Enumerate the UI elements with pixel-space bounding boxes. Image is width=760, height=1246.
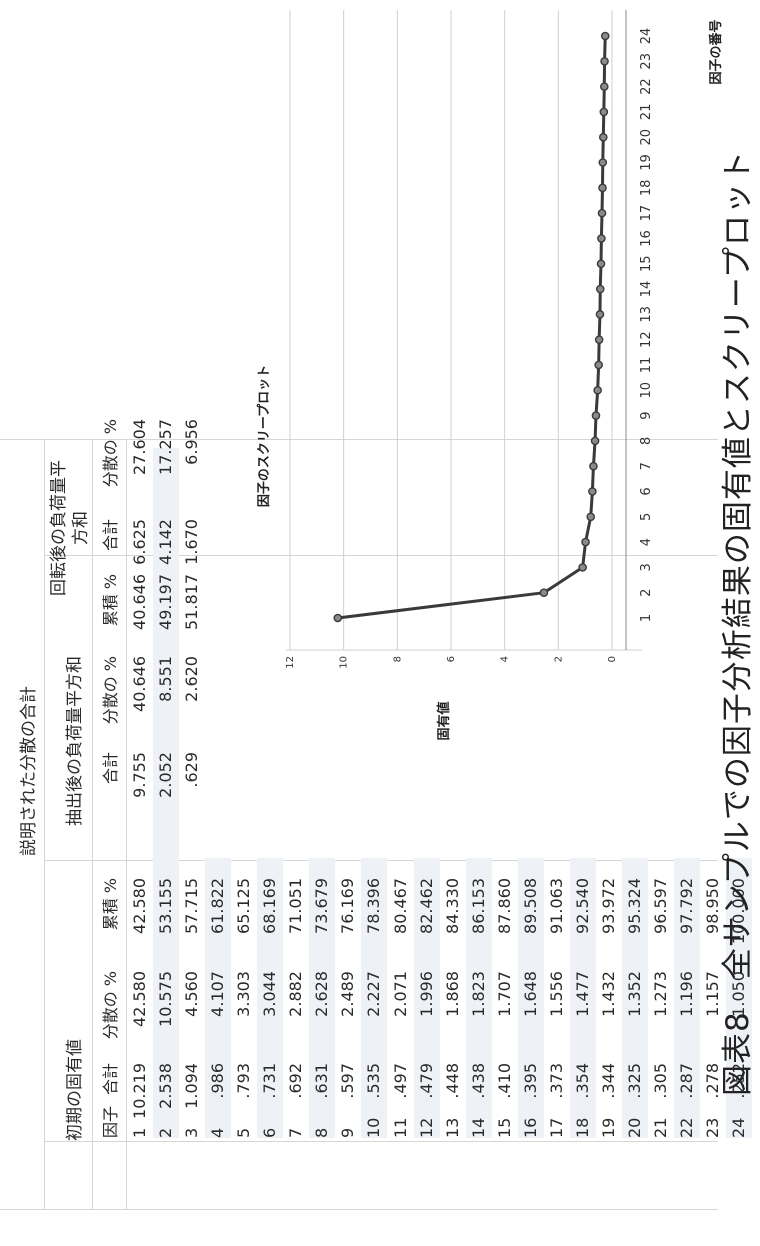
y-tick-label: 4 xyxy=(500,656,511,662)
scree-point xyxy=(539,588,549,597)
scree-point xyxy=(598,158,608,167)
x-tick-label: 18 xyxy=(639,180,654,197)
scree-point xyxy=(588,487,597,496)
x-tick-label: 10 xyxy=(639,382,654,399)
x-tick-label: 8 xyxy=(639,437,654,445)
x-tick-label: 7 xyxy=(639,462,654,470)
x-tick-label: 6 xyxy=(639,487,654,495)
x-tick-label: 13 xyxy=(639,306,654,323)
x-axis-label: 因子の番号 xyxy=(708,19,724,84)
scree-line xyxy=(337,35,607,620)
scree-point xyxy=(599,82,609,91)
x-tick-label: 2 xyxy=(639,589,654,597)
scree-point xyxy=(598,183,607,193)
scree-point xyxy=(594,360,603,370)
x-tick-label: 19 xyxy=(639,154,654,171)
x-tick-label: 3 xyxy=(639,563,654,571)
x-tick-label: 24 xyxy=(639,28,654,45)
scree-point xyxy=(600,57,609,66)
y-tick-label: 12 xyxy=(285,656,296,669)
x-tick-label: 4 xyxy=(639,538,654,546)
x-tick-label: 9 xyxy=(639,411,654,419)
y-axis-label: 固有値 xyxy=(436,701,452,740)
x-tick-label: 15 xyxy=(639,255,654,272)
x-tick-label: 11 xyxy=(639,357,654,374)
scree-points xyxy=(333,31,610,623)
y-tick-label: 10 xyxy=(339,656,350,669)
scree-point xyxy=(591,411,601,420)
x-tick-label: 12 xyxy=(639,331,654,348)
x-tick-label: 21 xyxy=(639,104,654,121)
scree-point xyxy=(578,563,587,572)
y-tick-label: 8 xyxy=(392,656,403,662)
x-tick-label: 16 xyxy=(639,230,654,247)
scree-point xyxy=(594,335,604,344)
chart-title: 因子のスクリープロット xyxy=(257,365,272,507)
scree-point xyxy=(596,259,606,269)
scree-point xyxy=(593,385,602,395)
x-tick-label: 5 xyxy=(639,513,654,521)
y-tick-label: 2 xyxy=(553,656,564,662)
scree-point xyxy=(600,31,610,41)
x-tick-label: 1 xyxy=(639,614,654,622)
scree-point xyxy=(597,208,607,218)
scree-point xyxy=(595,284,605,294)
x-tick-label: 23 xyxy=(639,53,654,70)
scree-point xyxy=(598,132,608,142)
plot-gridlines xyxy=(286,10,642,651)
x-tick-label: 22 xyxy=(639,78,654,95)
figure-caption: 図表8 全サンプルでの因子分析結果の固有値とスクリープロット xyxy=(720,150,756,1096)
y-tick-labels: 0 2 4 6 8 10 12 xyxy=(285,656,618,669)
scree-point xyxy=(581,537,590,547)
scree-point xyxy=(589,461,598,471)
y-tick-label: 6 xyxy=(446,656,457,662)
scree-point xyxy=(595,310,605,319)
x-tick-label: 17 xyxy=(639,205,654,222)
x-tick-label: 20 xyxy=(639,129,654,146)
scree-point xyxy=(590,436,600,446)
scree-point xyxy=(586,512,596,522)
y-tick-label: 0 xyxy=(607,656,618,662)
x-tick-label: 14 xyxy=(639,281,654,298)
scree-point xyxy=(333,613,343,623)
scree-point xyxy=(597,234,606,243)
scree-point xyxy=(599,107,609,117)
